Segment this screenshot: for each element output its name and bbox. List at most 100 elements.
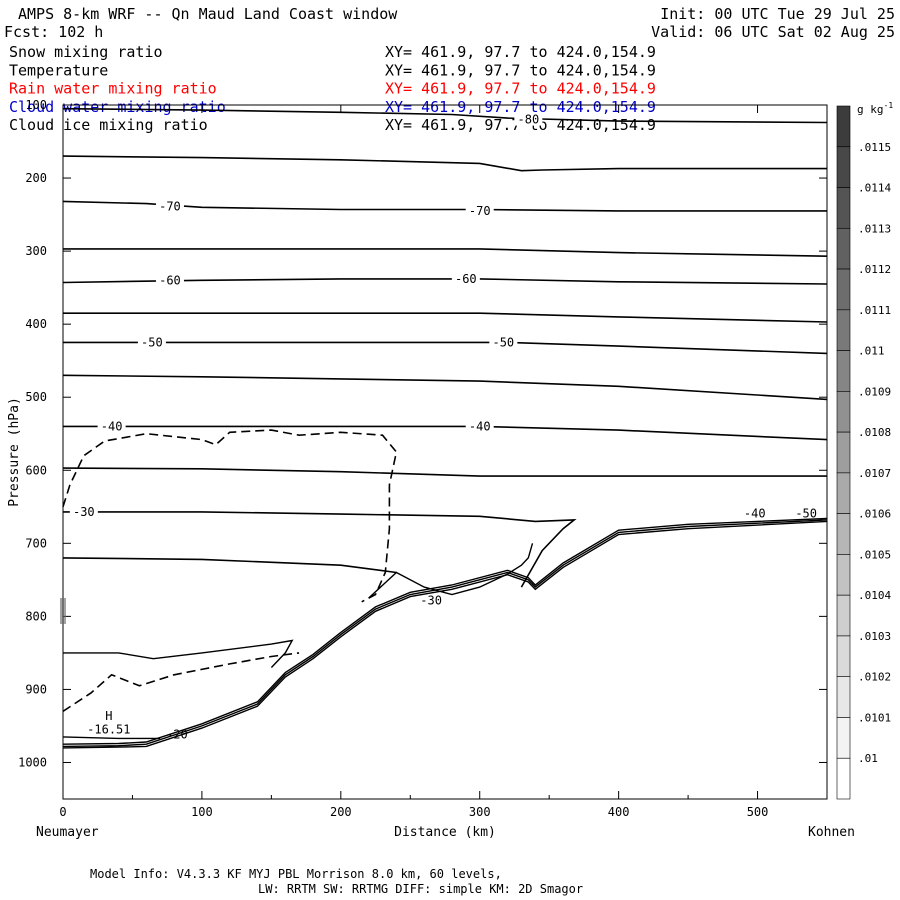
colorbar-tick-label: .0102: [858, 671, 891, 684]
forecast-hour: Fcst: 102 h: [4, 23, 103, 41]
x-tick-label: 0: [59, 805, 66, 819]
colorbar-swatch: [836, 391, 851, 433]
colorbar-swatch: [836, 635, 851, 678]
temperature-contour: [63, 312, 828, 323]
colorbar-tick-label: .0105: [858, 548, 891, 561]
contour-label-bg: [514, 112, 543, 126]
colorbar-unit: g kg-1: [857, 101, 893, 116]
colorbar: .0115 .0114 .0113 .0112 .0111 .011 .0109 .0108.…: [836, 105, 891, 800]
colorbar-tick-label: .0104: [858, 589, 891, 602]
ridge-line: [368, 543, 534, 599]
annotation: -16.51: [87, 722, 130, 736]
y-tick-label: 100: [25, 98, 47, 112]
contour-label: -60: [455, 272, 477, 286]
field-name: Snow mixing ratio: [9, 43, 163, 61]
annotation: -40: [744, 507, 766, 521]
y-tick-label: 200: [25, 171, 47, 185]
colorbar-tick-label: .0103: [858, 630, 891, 643]
colorbar-swatch: [836, 513, 851, 555]
colorbar-unit-base: g kg: [857, 103, 884, 116]
init-time: Init: 00 UTC Tue 29 Jul 25: [660, 5, 895, 23]
colorbar-tick-label: .0115: [858, 141, 891, 154]
contour-label: -50: [492, 335, 514, 349]
colorbar-swatch: [836, 431, 851, 474]
field-xy: XY= 461.9, 97.7 to 424.0,154.9: [385, 80, 656, 98]
contour-label-bg: [137, 335, 166, 349]
contour-label: -70: [159, 200, 181, 214]
colorbar-swatch: [836, 757, 851, 800]
temperature-contour: [62, 467, 827, 477]
contour-label-bg: [155, 199, 184, 213]
contour-label: -50: [141, 335, 163, 349]
field-xy: XY= 461.9, 97.7 to 424.0,154.9: [385, 98, 656, 116]
field-xy: XY= 461.9, 97.7 to 424.0,154.9: [385, 61, 656, 79]
colorbar-swatch: [836, 594, 851, 637]
contour-label-bg: [465, 203, 494, 217]
annotation: -50: [795, 507, 817, 521]
valid-time: Valid: 06 UTC Sat 02 Aug 25: [651, 23, 895, 41]
axes: 0 100 200 300 400 500 100 200 300 400 500 600 700 800…: [18, 98, 827, 819]
colorbar-swatch: [836, 268, 851, 311]
terrain-line: [62, 519, 828, 748]
temperature-contour: [62, 200, 827, 212]
contour-label: -40: [469, 419, 491, 433]
y-tick-label: 800: [25, 609, 47, 623]
temperature-contour: [63, 511, 577, 588]
colorbar-tick-label: .0106: [858, 508, 891, 521]
temperature-contour: [63, 341, 828, 355]
colorbar-tick-label: .01: [858, 752, 878, 765]
contour-label: -80: [518, 113, 540, 127]
colorbar-swatch: [836, 227, 851, 270]
colorbar-tick-label: .0109: [858, 385, 891, 398]
colorbar-tick-label: .0107: [858, 467, 891, 480]
cloud-ice-contour: [62, 429, 398, 603]
field-name: Cloud ice mixing ratio: [9, 116, 208, 134]
colorbar-tick-label: .011: [858, 345, 885, 358]
field-xy: XY= 461.9, 97.7 to 424.0,154.9: [385, 43, 656, 61]
x-axis-label: Distance (km): [394, 825, 496, 840]
y-tick-label: 1000: [18, 755, 47, 769]
contour-label: -40: [101, 419, 123, 433]
model-info: Model Info: V4.3.3 KF MYJ PBL Morrison 8…: [90, 867, 502, 881]
x-tick-label: 400: [608, 805, 630, 819]
terrain-line: [62, 517, 828, 745]
colorbar-swatch: [836, 105, 851, 148]
contour-label: -60: [159, 273, 181, 287]
temperature-contour: [62, 557, 397, 574]
y-tick-label: 600: [25, 463, 47, 477]
model-physics: LW: RRTM SW: RRTMG DIFF: simple KM: 2D S…: [258, 882, 583, 896]
cloud-ice-contours: [62, 429, 398, 712]
x-tick-label: 500: [747, 805, 769, 819]
colorbar-tick-label: .0101: [858, 711, 891, 724]
y-tick-label: 500: [25, 390, 47, 404]
chart-title: AMPS 8-km WRF -- Qn Maud Land Coast wind…: [18, 5, 398, 23]
contour-label-bg: [465, 419, 494, 433]
snow-shading: [60, 598, 66, 624]
colorbar-swatch: [836, 187, 851, 229]
contour-label-bg: [69, 504, 98, 518]
colorbar-swatch: [836, 146, 851, 188]
colorbar-swatch: [836, 676, 851, 718]
colorbar-swatch: [836, 309, 851, 351]
colorbar-tick-label: .0114: [858, 182, 891, 195]
contour-label-bg: [489, 335, 518, 349]
contour-label: -30: [73, 505, 95, 519]
x-tick-label: 100: [191, 805, 213, 819]
colorbar-tick-label: .0113: [858, 222, 891, 235]
terrain-line: [62, 520, 828, 749]
field-name: Rain water mixing ratio: [9, 80, 217, 98]
annotations: H-16.51 -20 -40 -50: [87, 507, 817, 742]
colorbar-tick-label: .0112: [858, 263, 891, 276]
colorbar-swatch: [836, 554, 851, 596]
plot-frame: [62, 104, 828, 800]
contour-label-bg: [417, 593, 446, 607]
temperature-contour: [62, 155, 827, 172]
y-tick-label: 700: [25, 536, 47, 550]
terrain-lines: [62, 517, 828, 749]
temperature-contour: [63, 425, 828, 441]
colorbar-tick-label: .0111: [858, 304, 891, 317]
colorbar-swatch: [836, 472, 851, 514]
left-endpoint-label: Neumayer: [36, 825, 99, 840]
x-tick-label: 300: [469, 805, 491, 819]
